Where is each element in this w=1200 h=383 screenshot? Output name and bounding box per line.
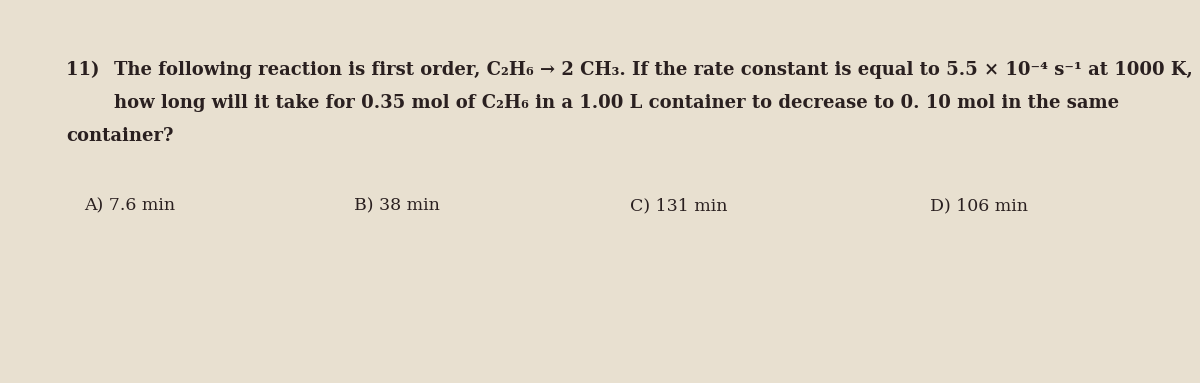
Text: C) 131 min: C) 131 min <box>630 197 727 214</box>
Text: A) 7.6 min: A) 7.6 min <box>84 197 175 214</box>
Text: 11): 11) <box>66 61 106 79</box>
Text: D) 106 min: D) 106 min <box>930 197 1028 214</box>
Text: how long will it take for 0.35 mol of C₂H₆ in a 1.00 L container to decrease to : how long will it take for 0.35 mol of C₂… <box>114 94 1120 112</box>
Text: B) 38 min: B) 38 min <box>354 197 440 214</box>
Text: container?: container? <box>66 127 173 145</box>
Text: The following reaction is first order, C₂H₆ → 2 CH₃. If the rate constant is equ: The following reaction is first order, C… <box>114 61 1193 79</box>
